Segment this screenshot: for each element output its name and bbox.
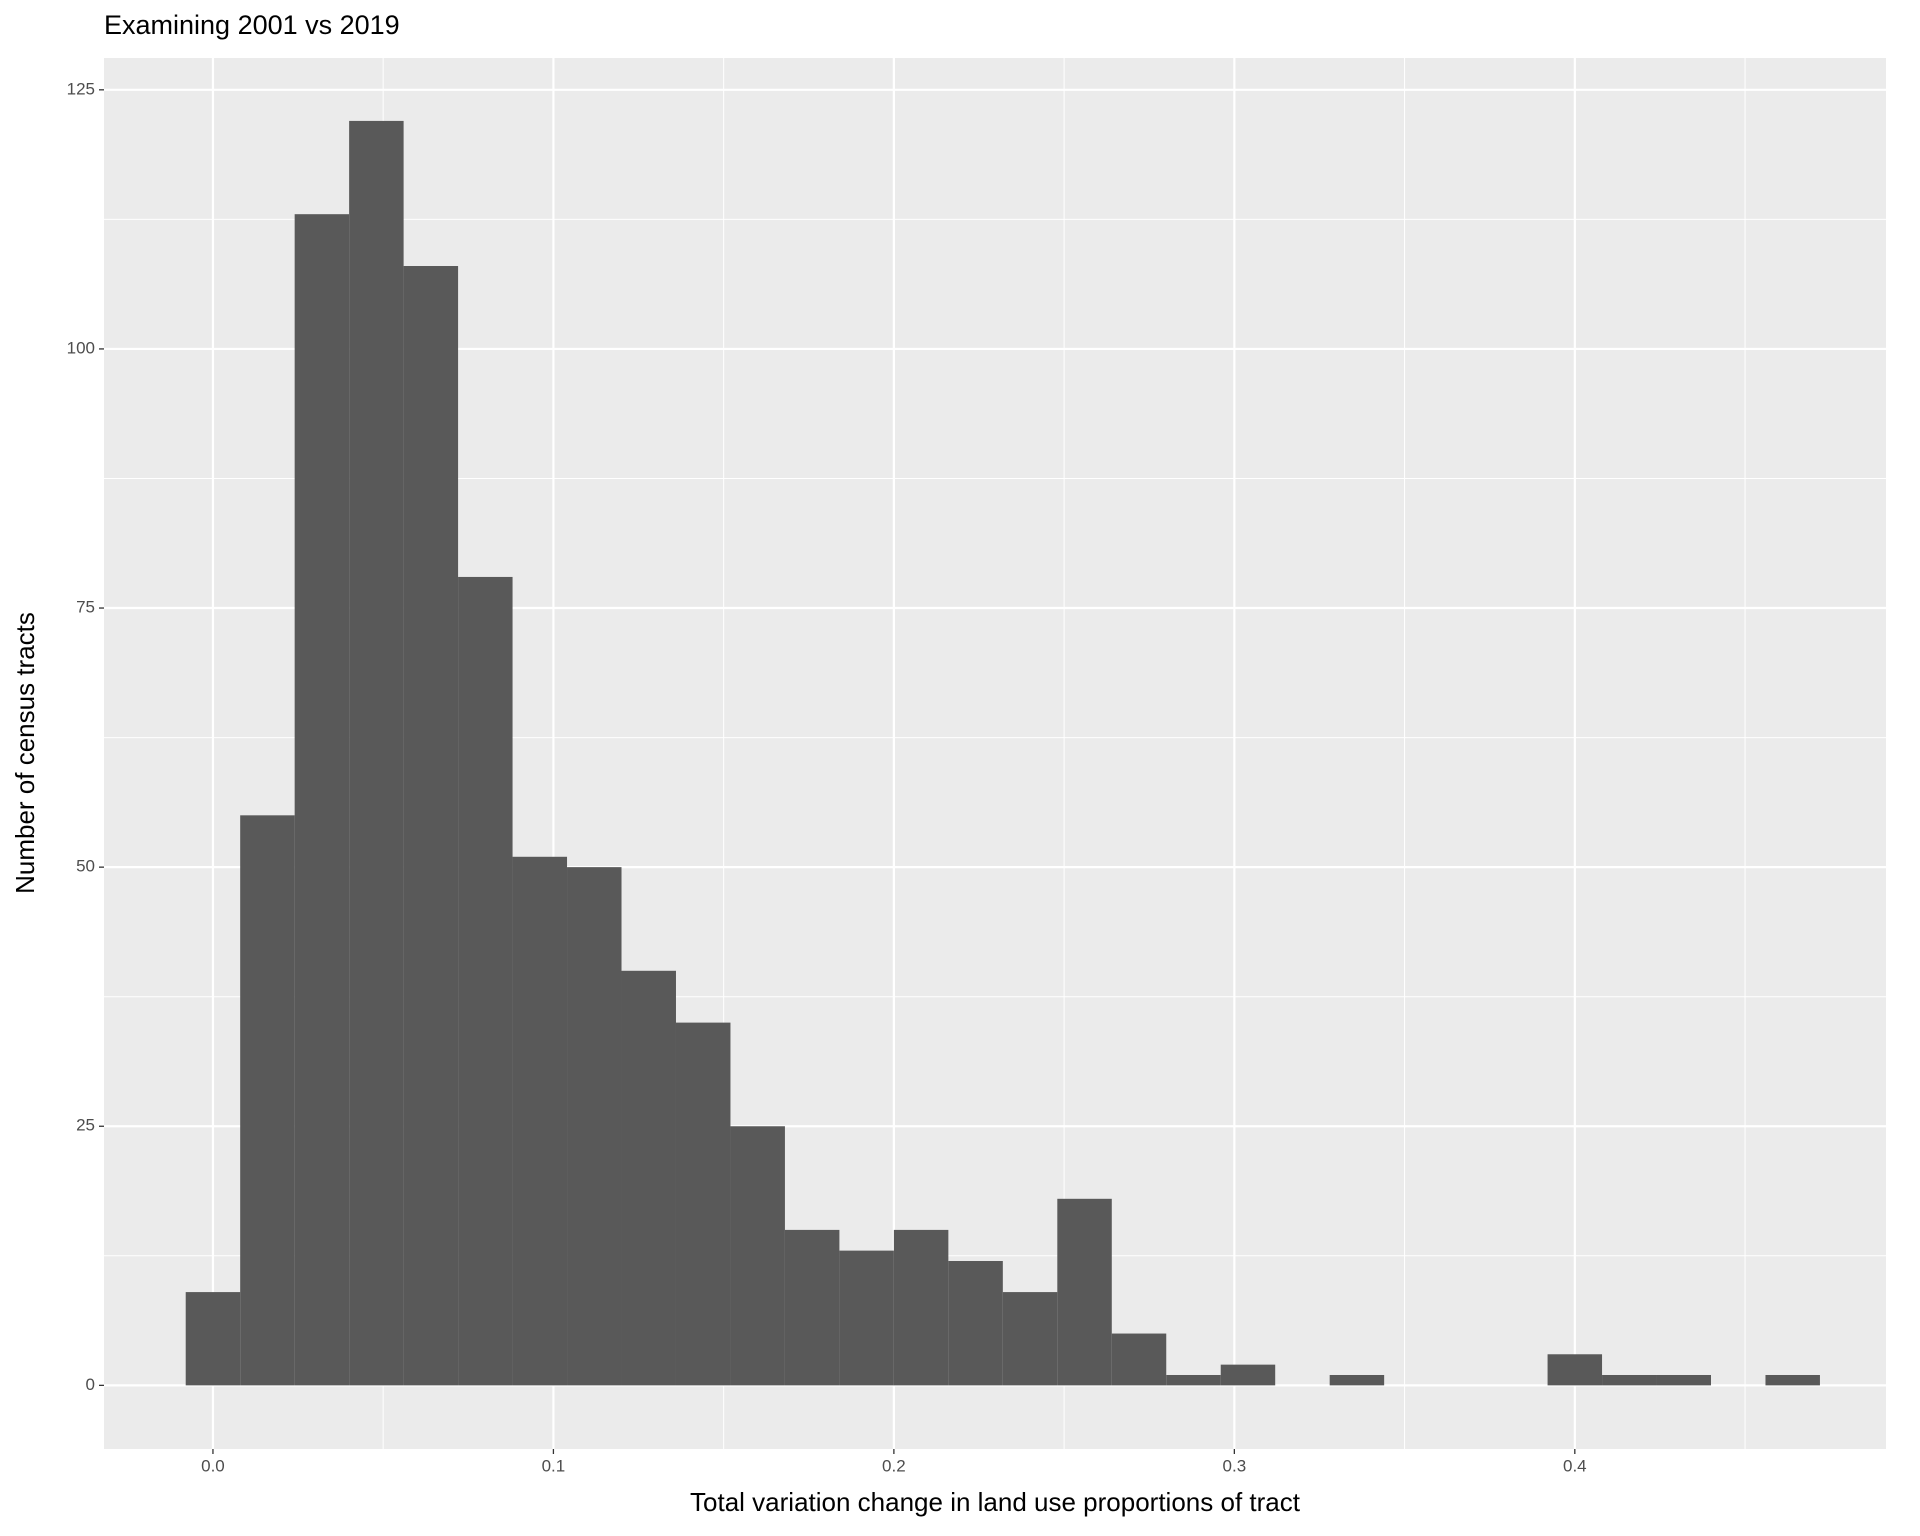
bar	[1329, 1374, 1385, 1386]
x-tick-label: 0.3	[1223, 1456, 1247, 1475]
bar	[621, 970, 676, 1386]
axes: 0.0 0.1 0.2 0.3 0.4 0 25 50 75 100 125	[67, 79, 1587, 1475]
bar	[948, 1260, 1003, 1386]
bar	[512, 856, 568, 1386]
x-tick-label: 0.1	[542, 1456, 566, 1475]
bar	[893, 1229, 949, 1386]
x-tick-label: 0.0	[201, 1456, 225, 1475]
bar	[1166, 1374, 1221, 1386]
bar	[567, 867, 622, 1386]
y-tick-label: 125	[67, 79, 95, 98]
bar	[185, 1292, 241, 1386]
bar	[294, 214, 350, 1386]
bar	[730, 1126, 785, 1386]
y-tick-label: 25	[76, 1116, 95, 1135]
chart-title: Examining 2001 vs 2019	[104, 10, 400, 40]
bar	[1547, 1354, 1603, 1386]
y-tick-label: 0	[86, 1375, 95, 1394]
x-axis-title: Total variation change in land use propo…	[690, 1487, 1301, 1517]
y-tick-label: 75	[76, 598, 95, 617]
bar	[1220, 1364, 1276, 1386]
x-tick-label: 0.2	[882, 1456, 906, 1475]
bar	[240, 815, 295, 1386]
bar	[675, 1022, 731, 1386]
bar	[458, 576, 513, 1386]
bar	[1765, 1374, 1820, 1386]
bar	[784, 1229, 840, 1386]
x-tick-label: 0.4	[1563, 1456, 1587, 1475]
y-tick-label: 50	[76, 857, 95, 876]
bar	[1602, 1374, 1657, 1386]
bar	[1002, 1292, 1058, 1386]
y-axis-title: Number of census tracts	[10, 612, 40, 894]
bar	[1111, 1333, 1167, 1386]
y-tick-label: 100	[67, 338, 95, 357]
bar	[1057, 1198, 1112, 1386]
bars	[185, 120, 1820, 1386]
bar	[839, 1250, 894, 1386]
bar	[1656, 1374, 1712, 1386]
bar	[349, 120, 404, 1386]
bar	[403, 266, 459, 1386]
